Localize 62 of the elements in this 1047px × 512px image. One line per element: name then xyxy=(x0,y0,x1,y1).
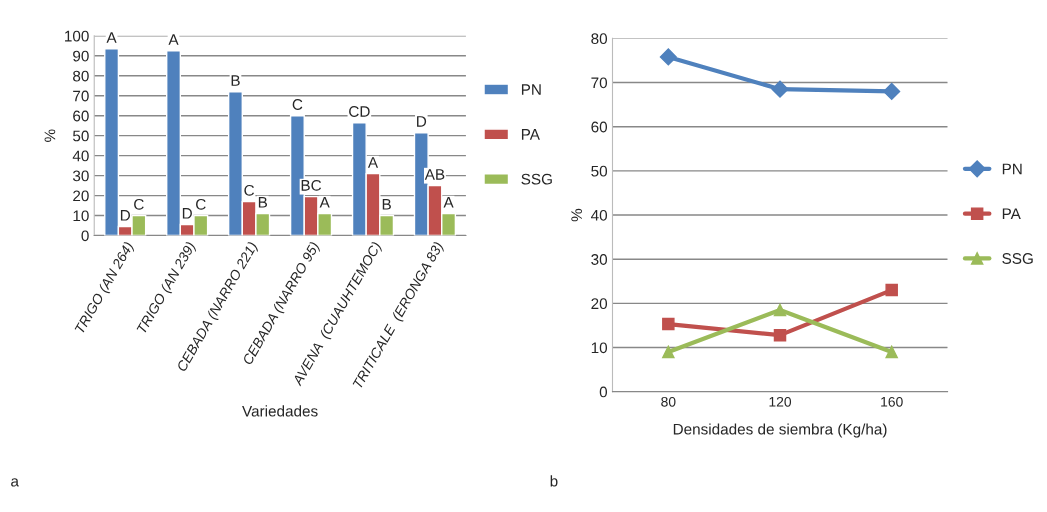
point xyxy=(885,345,898,359)
data-label: C xyxy=(134,198,144,210)
text: b xyxy=(550,475,558,487)
data-label: C xyxy=(244,184,255,196)
data-label: BC xyxy=(301,179,322,191)
y-tick-label: 20 xyxy=(73,190,89,202)
data-label: AB xyxy=(424,169,445,180)
point xyxy=(662,317,675,331)
y-tick-label: 0 xyxy=(599,386,608,398)
x-tick-label: 80 xyxy=(661,396,676,407)
y-axis-title: % xyxy=(571,208,583,222)
x-tick-label: 120 xyxy=(769,396,792,407)
data-label: B xyxy=(382,199,391,210)
y-tick-label: 10 xyxy=(73,210,89,222)
legend-label: PA xyxy=(1002,208,1021,219)
data-label: C xyxy=(196,198,206,210)
legend-label: PA xyxy=(521,129,540,140)
legend-label: SSG xyxy=(1002,253,1033,264)
point xyxy=(773,328,787,342)
data-label: B xyxy=(258,197,268,208)
x-axis-title: Variedades xyxy=(242,405,318,417)
legend-label: PN xyxy=(1002,163,1022,175)
data-label: A xyxy=(106,32,117,43)
data-label: B xyxy=(231,75,240,86)
legend-label: SSG xyxy=(521,173,552,185)
y-tick-label: 100 xyxy=(65,30,89,42)
data-label: A xyxy=(367,157,379,168)
data-label: A xyxy=(168,34,179,45)
y-tick-label: 90 xyxy=(73,50,89,62)
y-tick-label: 10 xyxy=(591,342,608,354)
y-tick-label: 60 xyxy=(591,121,608,133)
y-tick-label: 50 xyxy=(72,130,89,142)
y-tick-label: 80 xyxy=(591,33,608,45)
legend-label: PN xyxy=(521,84,541,95)
y-tick-label: 30 xyxy=(72,170,89,182)
data-label: D xyxy=(417,116,427,127)
y-tick-label: 50 xyxy=(591,165,608,177)
y-tick-label: 20 xyxy=(591,298,608,310)
y-tick-label: 60 xyxy=(73,110,89,122)
point xyxy=(659,48,677,66)
y-axis-title: % xyxy=(44,129,56,142)
y-tick-label: 30 xyxy=(591,254,608,265)
data-label: A xyxy=(443,197,454,208)
y-tick-label: 40 xyxy=(590,209,608,221)
point xyxy=(773,303,787,317)
data-label: D xyxy=(182,208,192,219)
data-label: A xyxy=(319,197,330,208)
x-tick-label: 160 xyxy=(881,396,903,407)
x-axis-title: Densidades de siembra (Kg/ha) xyxy=(673,423,887,438)
data-label: C xyxy=(292,99,303,110)
y-tick-label: 70 xyxy=(73,90,89,102)
data-label: D xyxy=(120,210,130,221)
point xyxy=(883,82,901,100)
y-tick-label: 70 xyxy=(591,77,608,89)
point xyxy=(771,80,789,98)
y-tick-label: 0 xyxy=(81,230,89,242)
text: a xyxy=(11,478,19,487)
point xyxy=(885,283,898,297)
data-label: CD xyxy=(349,106,370,117)
y-tick-label: 80 xyxy=(73,70,89,82)
point xyxy=(662,345,675,359)
y-tick-label: 40 xyxy=(72,150,89,162)
